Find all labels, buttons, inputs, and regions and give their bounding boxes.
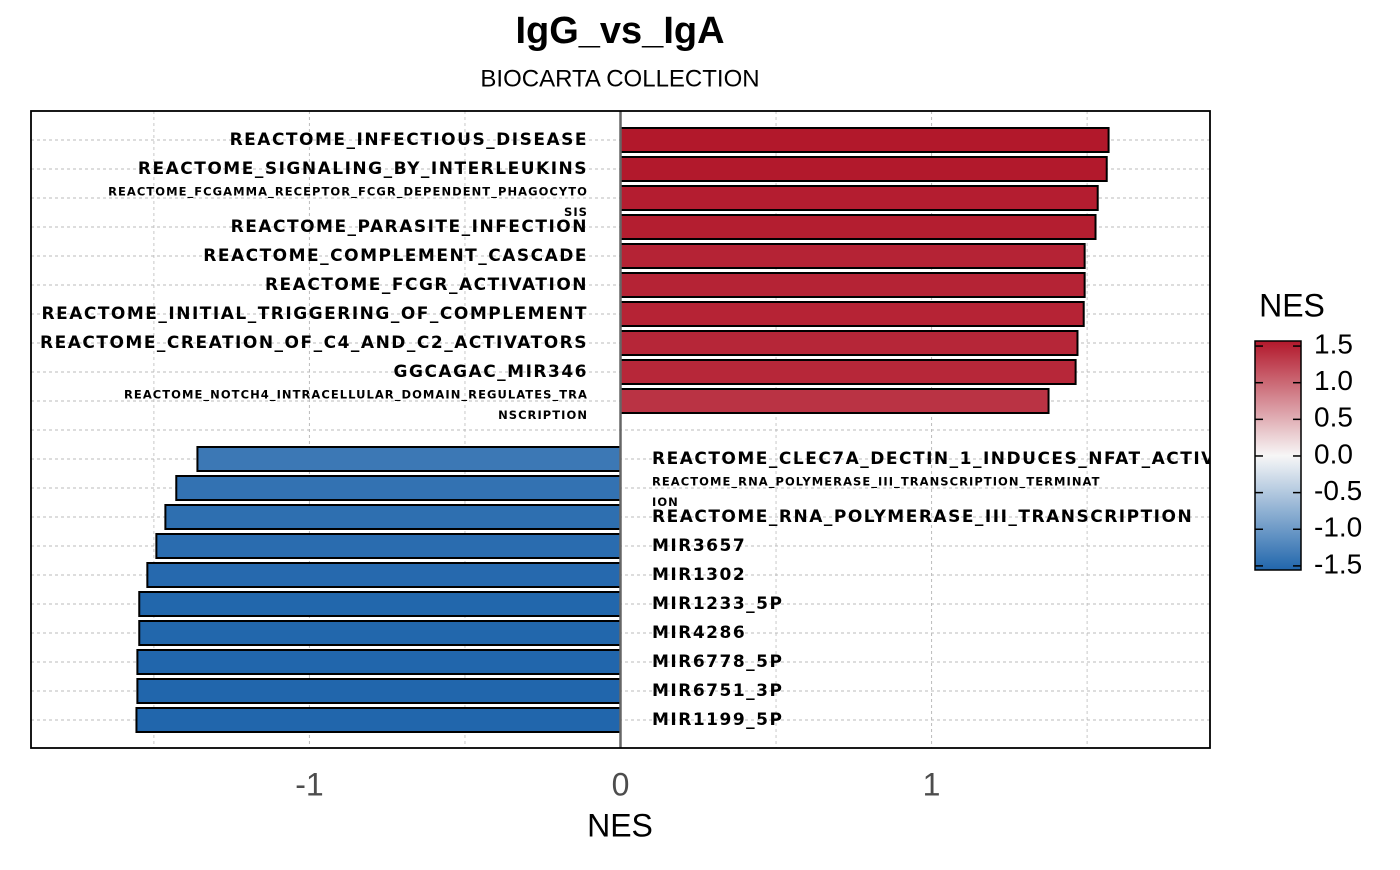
bar <box>619 330 1079 356</box>
category-label: REACTOME_RNA_POLYMERASE_III_TRANSCRIPTIO… <box>652 474 1101 508</box>
category-label: MIR4286 <box>652 623 746 643</box>
category-label: REACTOME_CLEC7A_DECTIN_1_INDUCES_NFAT_AC… <box>652 449 1281 469</box>
category-label: REACTOME_NOTCH4_INTRACELLULAR_DOMAIN_REG… <box>124 387 588 421</box>
bar <box>175 475 622 501</box>
legend-title: NES <box>1259 287 1325 323</box>
bar <box>619 127 1110 153</box>
legend-tick-label: 0.5 <box>1314 402 1353 433</box>
bar <box>138 591 622 617</box>
bar <box>155 533 622 559</box>
category-label: GGCAGAC_MIR346 <box>394 362 588 382</box>
legend-tick-label: 1.0 <box>1314 365 1353 396</box>
category-label: REACTOME_COMPLEMENT_CASCADE <box>203 246 588 266</box>
legend-tick-label: -0.5 <box>1314 475 1362 506</box>
legend-tick-label: 1.5 <box>1314 328 1353 359</box>
category-label: REACTOME_CREATION_OF_C4_AND_C2_ACTIVATOR… <box>40 333 588 353</box>
category-label: REACTOME_INITIAL_TRIGGERING_OF_COMPLEMEN… <box>42 304 589 324</box>
category-label: REACTOME_PARASITE_INFECTION <box>231 217 588 237</box>
bar <box>164 504 622 530</box>
x-tick-label: -1 <box>295 766 323 802</box>
bar <box>619 185 1099 211</box>
bar <box>619 214 1097 240</box>
category-label: MIR1233_5P <box>652 594 783 614</box>
category-label: REACTOME_INFECTIOUS_DISEASE <box>230 130 588 150</box>
category-label: MIR6778_5P <box>652 652 783 672</box>
bar <box>619 156 1108 182</box>
legend-tick-label: 0.0 <box>1314 438 1353 469</box>
x-axis-title: NES <box>587 807 653 843</box>
bar <box>196 446 622 472</box>
bar <box>138 620 622 646</box>
bar <box>619 388 1050 414</box>
label-layer: REACTOME_INFECTIOUS_DISEASE REACTOME_SIGN… <box>40 130 1281 730</box>
category-label: MIR1199_5P <box>652 710 783 730</box>
bar <box>146 562 622 588</box>
bar <box>135 707 622 733</box>
plot-border <box>30 110 1211 749</box>
category-label: REACTOME_SIGNALING_BY_INTERLEUKINS <box>138 159 588 179</box>
legend-tick-label: -1.5 <box>1314 548 1362 579</box>
category-label: MIR1302 <box>652 565 746 585</box>
bar <box>619 301 1085 327</box>
category-label: REACTOME_FCGR_ACTIVATION <box>265 275 588 295</box>
bar <box>619 272 1086 298</box>
bar <box>136 678 622 704</box>
bar <box>619 243 1086 269</box>
category-label: MIR3657 <box>652 536 746 556</box>
category-label: REACTOME_FCGAMMA_RECEPTOR_FCGR_DEPENDENT… <box>108 184 588 218</box>
bar <box>619 359 1077 385</box>
chart-title: IgG_vs_IgA <box>515 10 724 52</box>
x-tick-label: 0 <box>612 766 630 802</box>
bar <box>136 649 622 675</box>
category-label: MIR6751_3P <box>652 681 783 701</box>
category-label: REACTOME_RNA_POLYMERASE_III_TRANSCRIPTIO… <box>652 507 1193 527</box>
legend-tick-label: -1.0 <box>1314 512 1362 543</box>
x-tick-label: 1 <box>923 766 941 802</box>
chart-subtitle: BIOCARTA COLLECTION <box>480 65 759 92</box>
